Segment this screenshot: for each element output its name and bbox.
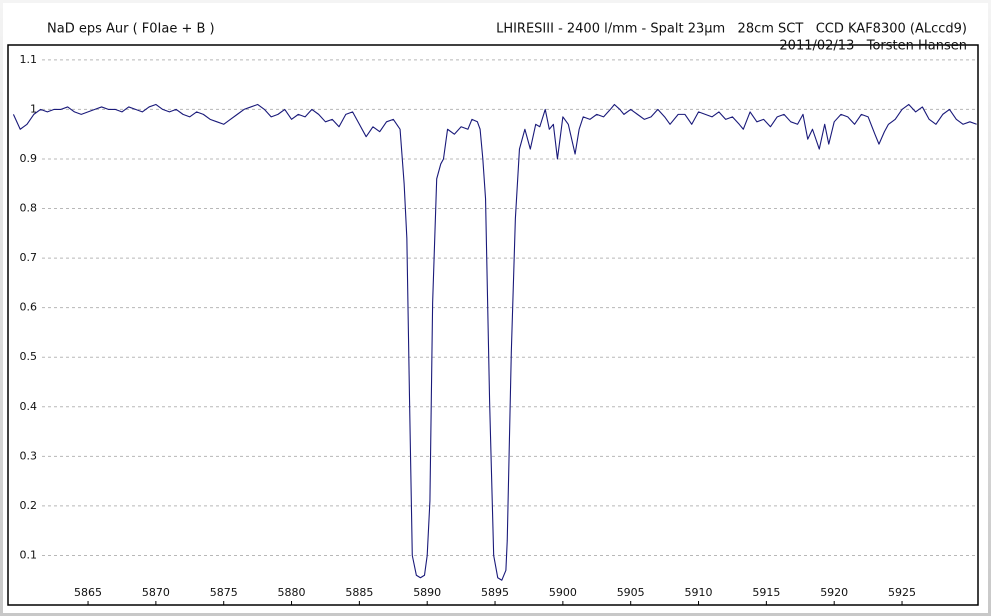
x-tick-label: 5900 xyxy=(549,586,577,599)
y-tick-label: 0.9 xyxy=(20,152,38,165)
x-tick-label: 5875 xyxy=(210,586,238,599)
x-tick-label: 5870 xyxy=(142,586,170,599)
y-tick-label: 0.7 xyxy=(20,251,38,264)
spectrum-line xyxy=(12,103,977,581)
x-tick-label: 5920 xyxy=(820,586,848,599)
x-tick-label: 5905 xyxy=(617,586,645,599)
y-tick-label: 0.3 xyxy=(20,449,38,462)
y-tick-label: 1.1 xyxy=(20,53,38,66)
note: LHIRESIII - 2400 l/mm - Spalt 23µm 28cm … xyxy=(496,22,967,37)
y-tick-label: 0.2 xyxy=(20,499,38,512)
y-tick-label: 0.5 xyxy=(20,350,38,363)
x-tick-label: 5910 xyxy=(685,586,713,599)
x-tick-label: 5880 xyxy=(278,586,306,599)
x-tick-label: 5915 xyxy=(752,586,780,599)
x-tick-label: 5895 xyxy=(481,586,509,599)
x-tick-label: 5865 xyxy=(74,586,102,599)
y-tick-label: 0.4 xyxy=(20,400,38,413)
x-tick-label: 5885 xyxy=(345,586,373,599)
y-tick-label: 0.1 xyxy=(20,548,38,561)
y-tick-label: 0.8 xyxy=(20,202,38,215)
y-tick-label: 0.6 xyxy=(20,301,38,314)
note: 2011/02/13 Torsten Hansen xyxy=(779,39,967,54)
chart-title: NaD eps Aur ( F0Iae + B ) xyxy=(47,22,215,37)
x-tick-label: 5890 xyxy=(413,586,441,599)
x-tick-label: 5925 xyxy=(888,586,916,599)
y-tick-label: 1 xyxy=(30,102,37,115)
